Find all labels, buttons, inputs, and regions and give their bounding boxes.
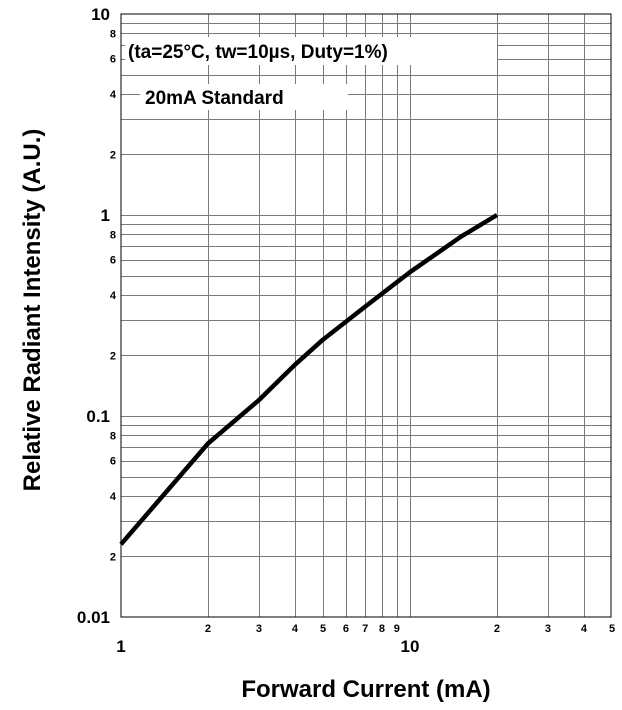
annotation-standard: 20mA Standard (145, 88, 284, 109)
x-tick-label: 2 (205, 623, 211, 635)
x-tick-label: 3 (256, 623, 262, 635)
y-tick-label: 2 (110, 149, 116, 161)
series-line (119, 213, 499, 546)
y-tick-label: 8 (110, 229, 116, 241)
y-tick-label: 6 (110, 54, 116, 66)
x-tick-label: 2 (494, 623, 500, 635)
y-tick-label: 10 (91, 5, 110, 24)
x-tick-label: 5 (609, 623, 615, 635)
x-tick-label: 7 (362, 623, 368, 635)
y-tick-label: 4 (110, 89, 117, 101)
y-tick-label: 2 (110, 350, 116, 362)
annotation-conditions: (ta=25°C, tw=10µs, Duty=1%) (128, 42, 388, 63)
x-tick-label: 1 (116, 637, 125, 656)
x-tick-label: 4 (581, 623, 588, 635)
x-tick-label: 9 (394, 623, 400, 635)
plot-frame (120, 13, 612, 618)
annotations: (ta=25°C, tw=10µs, Duty=1%) 20mA Standar… (125, 37, 497, 110)
y-tick-label: 4 (110, 491, 117, 503)
y-tick-label: 0.1 (86, 407, 110, 426)
annotation-conditions-bg (125, 37, 497, 65)
y-tick-label: 8 (110, 430, 116, 442)
y-tick-label: 6 (110, 456, 116, 468)
x-tick-label: 8 (379, 623, 385, 635)
x-axis-title: Forward Current (mA) (241, 676, 490, 703)
y-tick-label: 2 (110, 551, 116, 563)
y-tick-label: 1 (101, 206, 110, 225)
x-tick-label: 5 (320, 623, 326, 635)
y-tick-label: 8 (110, 28, 116, 40)
curve-layer (119, 213, 499, 546)
y-tick-label: 6 (110, 255, 116, 267)
x-tick-label: 6 (343, 623, 349, 635)
y-tick-label: 4 (110, 290, 117, 302)
y-tick-label: 0.01 (77, 608, 110, 627)
x-tick-label: 4 (292, 623, 299, 635)
x-tick-label: 3 (545, 623, 551, 635)
annotation-standard-bg (140, 84, 348, 110)
x-tick-label: 10 (401, 637, 420, 656)
y-axis-title: Relative Radiant Intensity (A.U.) (19, 129, 46, 492)
